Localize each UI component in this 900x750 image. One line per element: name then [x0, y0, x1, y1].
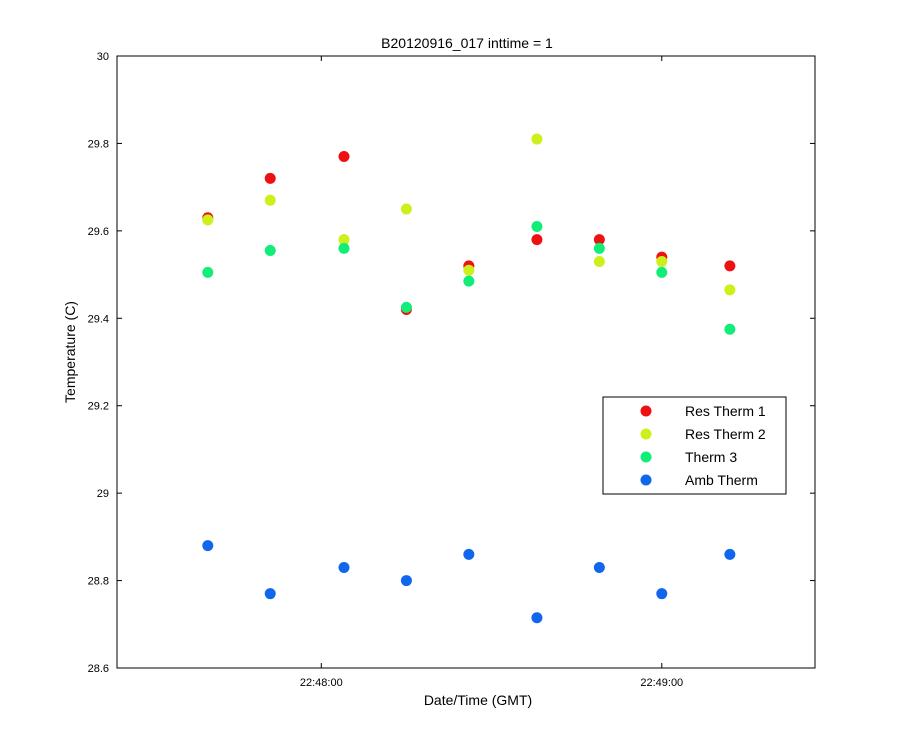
point-res-therm-2 — [593, 255, 605, 267]
y-tick-label: 28.8 — [88, 576, 109, 588]
x-tick-label: 22:49:00 — [640, 677, 683, 689]
y-tick-label: 29.4 — [88, 313, 109, 325]
legend: Res Therm 1 Res Therm 2 Therm 3 Amb Therm — [602, 396, 787, 495]
point-amb-therm — [338, 561, 350, 573]
point-amb-therm — [724, 548, 736, 560]
x-axis: 22:48:00 22:49:00 — [300, 56, 683, 689]
point-therm-3 — [338, 242, 350, 254]
point-res-therm-2 — [531, 133, 543, 145]
plot-frame — [116, 55, 816, 669]
point-res-therm-1 — [593, 234, 605, 246]
point-amb-therm — [463, 548, 475, 560]
point-res-therm-2 — [264, 194, 276, 206]
data-points — [202, 133, 736, 624]
y-tick-label: 29.8 — [88, 138, 109, 150]
legend-marker — [640, 405, 652, 417]
point-res-therm-1 — [338, 151, 350, 163]
legend-label: Res Therm 2 — [685, 426, 766, 442]
point-res-therm-2 — [463, 264, 475, 276]
y-axis-label: Temperature (C) — [62, 301, 78, 403]
point-therm-3 — [724, 323, 736, 335]
legend-marker — [640, 451, 652, 463]
legend-marker — [640, 428, 652, 440]
point-amb-therm — [531, 612, 543, 624]
chart-title: B20120916_017 inttime = 1 — [381, 35, 553, 51]
legend-box — [602, 396, 787, 495]
y-tick-label: 29.2 — [88, 401, 109, 413]
point-amb-therm — [202, 540, 214, 552]
point-amb-therm — [400, 575, 412, 587]
point-therm-3 — [531, 220, 543, 232]
point-amb-therm — [264, 588, 276, 600]
x-axis-label: Date/Time (GMT) — [424, 692, 532, 708]
point-therm-3 — [656, 266, 668, 278]
y-tick-label: 28.6 — [88, 663, 109, 675]
point-therm-3 — [264, 245, 276, 257]
x-tick-label: 22:48:00 — [300, 677, 343, 689]
y-tick-label: 29 — [97, 488, 109, 500]
legend-label: Res Therm 1 — [685, 403, 766, 419]
point-res-therm-2 — [400, 203, 412, 215]
point-therm-3 — [463, 275, 475, 287]
point-amb-therm — [593, 561, 605, 573]
y-axis: 28.6 28.8 29 29.2 29.4 29.6 29.8 30 — [88, 51, 815, 675]
point-res-therm-1 — [531, 234, 543, 246]
point-therm-3 — [593, 242, 605, 254]
point-therm-3 — [202, 266, 214, 278]
point-therm-3 — [400, 301, 412, 313]
legend-marker — [640, 474, 652, 486]
y-tick-label: 29.6 — [88, 226, 109, 238]
legend-label: Amb Therm — [685, 472, 758, 488]
point-res-therm-1 — [264, 172, 276, 184]
point-res-therm-2 — [202, 214, 214, 226]
point-res-therm-2 — [338, 234, 350, 246]
point-amb-therm — [656, 588, 668, 600]
legend-label: Therm 3 — [685, 449, 737, 465]
point-res-therm-1 — [724, 260, 736, 272]
point-res-therm-2 — [724, 284, 736, 296]
point-res-therm-2 — [656, 255, 668, 267]
y-tick-label: 30 — [97, 51, 109, 63]
